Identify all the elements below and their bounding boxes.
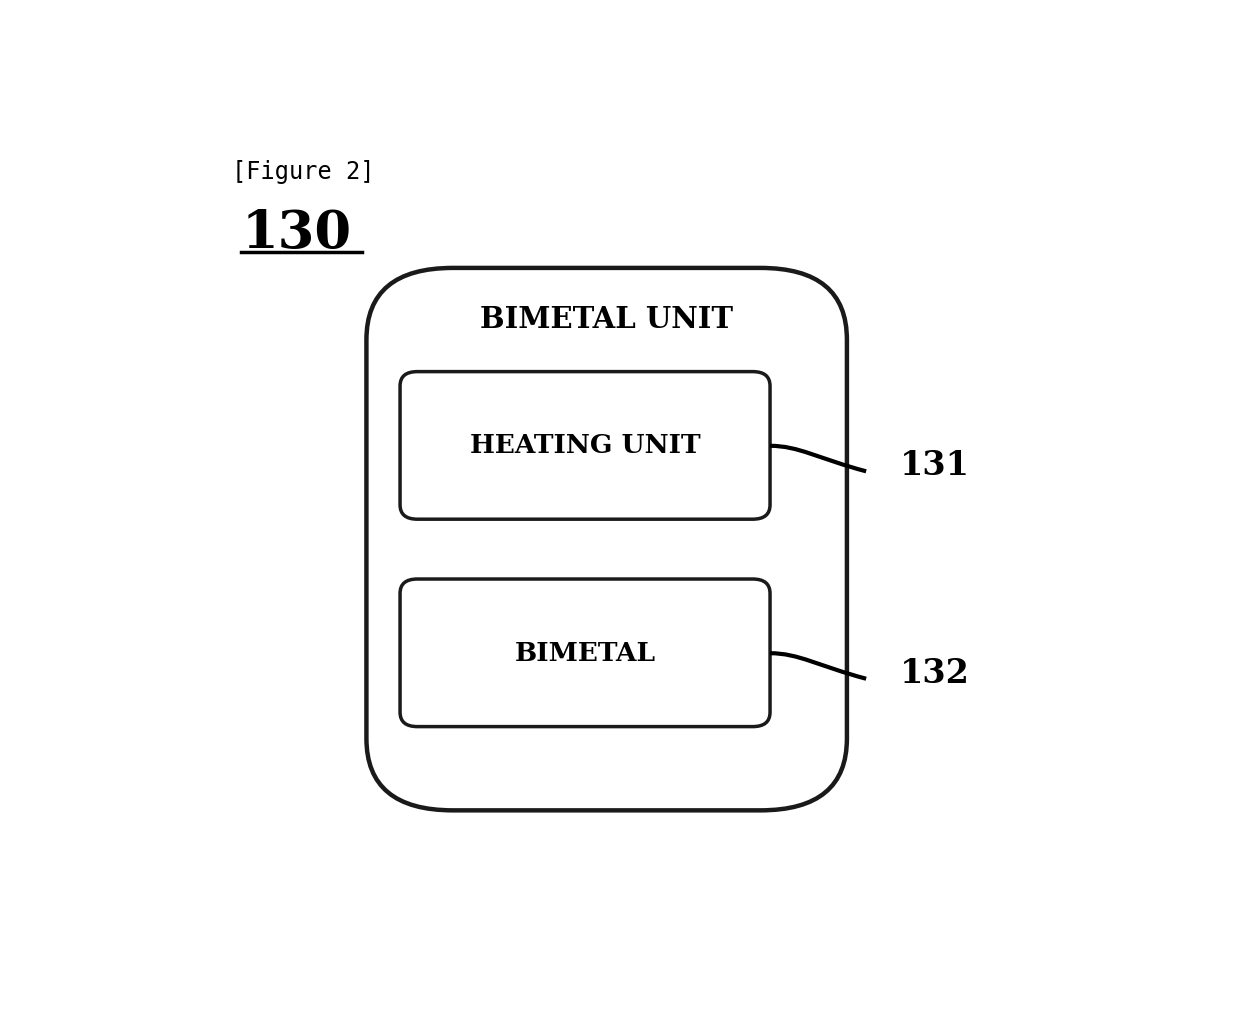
Text: [Figure 2]: [Figure 2] (232, 161, 374, 184)
Text: 132: 132 (900, 657, 970, 690)
FancyBboxPatch shape (401, 372, 770, 519)
Text: BIMETAL UNIT: BIMETAL UNIT (480, 306, 733, 335)
FancyBboxPatch shape (401, 579, 770, 726)
Text: 130: 130 (242, 208, 352, 259)
Text: 131: 131 (900, 450, 970, 482)
Text: BIMETAL: BIMETAL (515, 640, 656, 666)
FancyBboxPatch shape (367, 268, 847, 810)
Text: HEATING UNIT: HEATING UNIT (470, 433, 701, 458)
